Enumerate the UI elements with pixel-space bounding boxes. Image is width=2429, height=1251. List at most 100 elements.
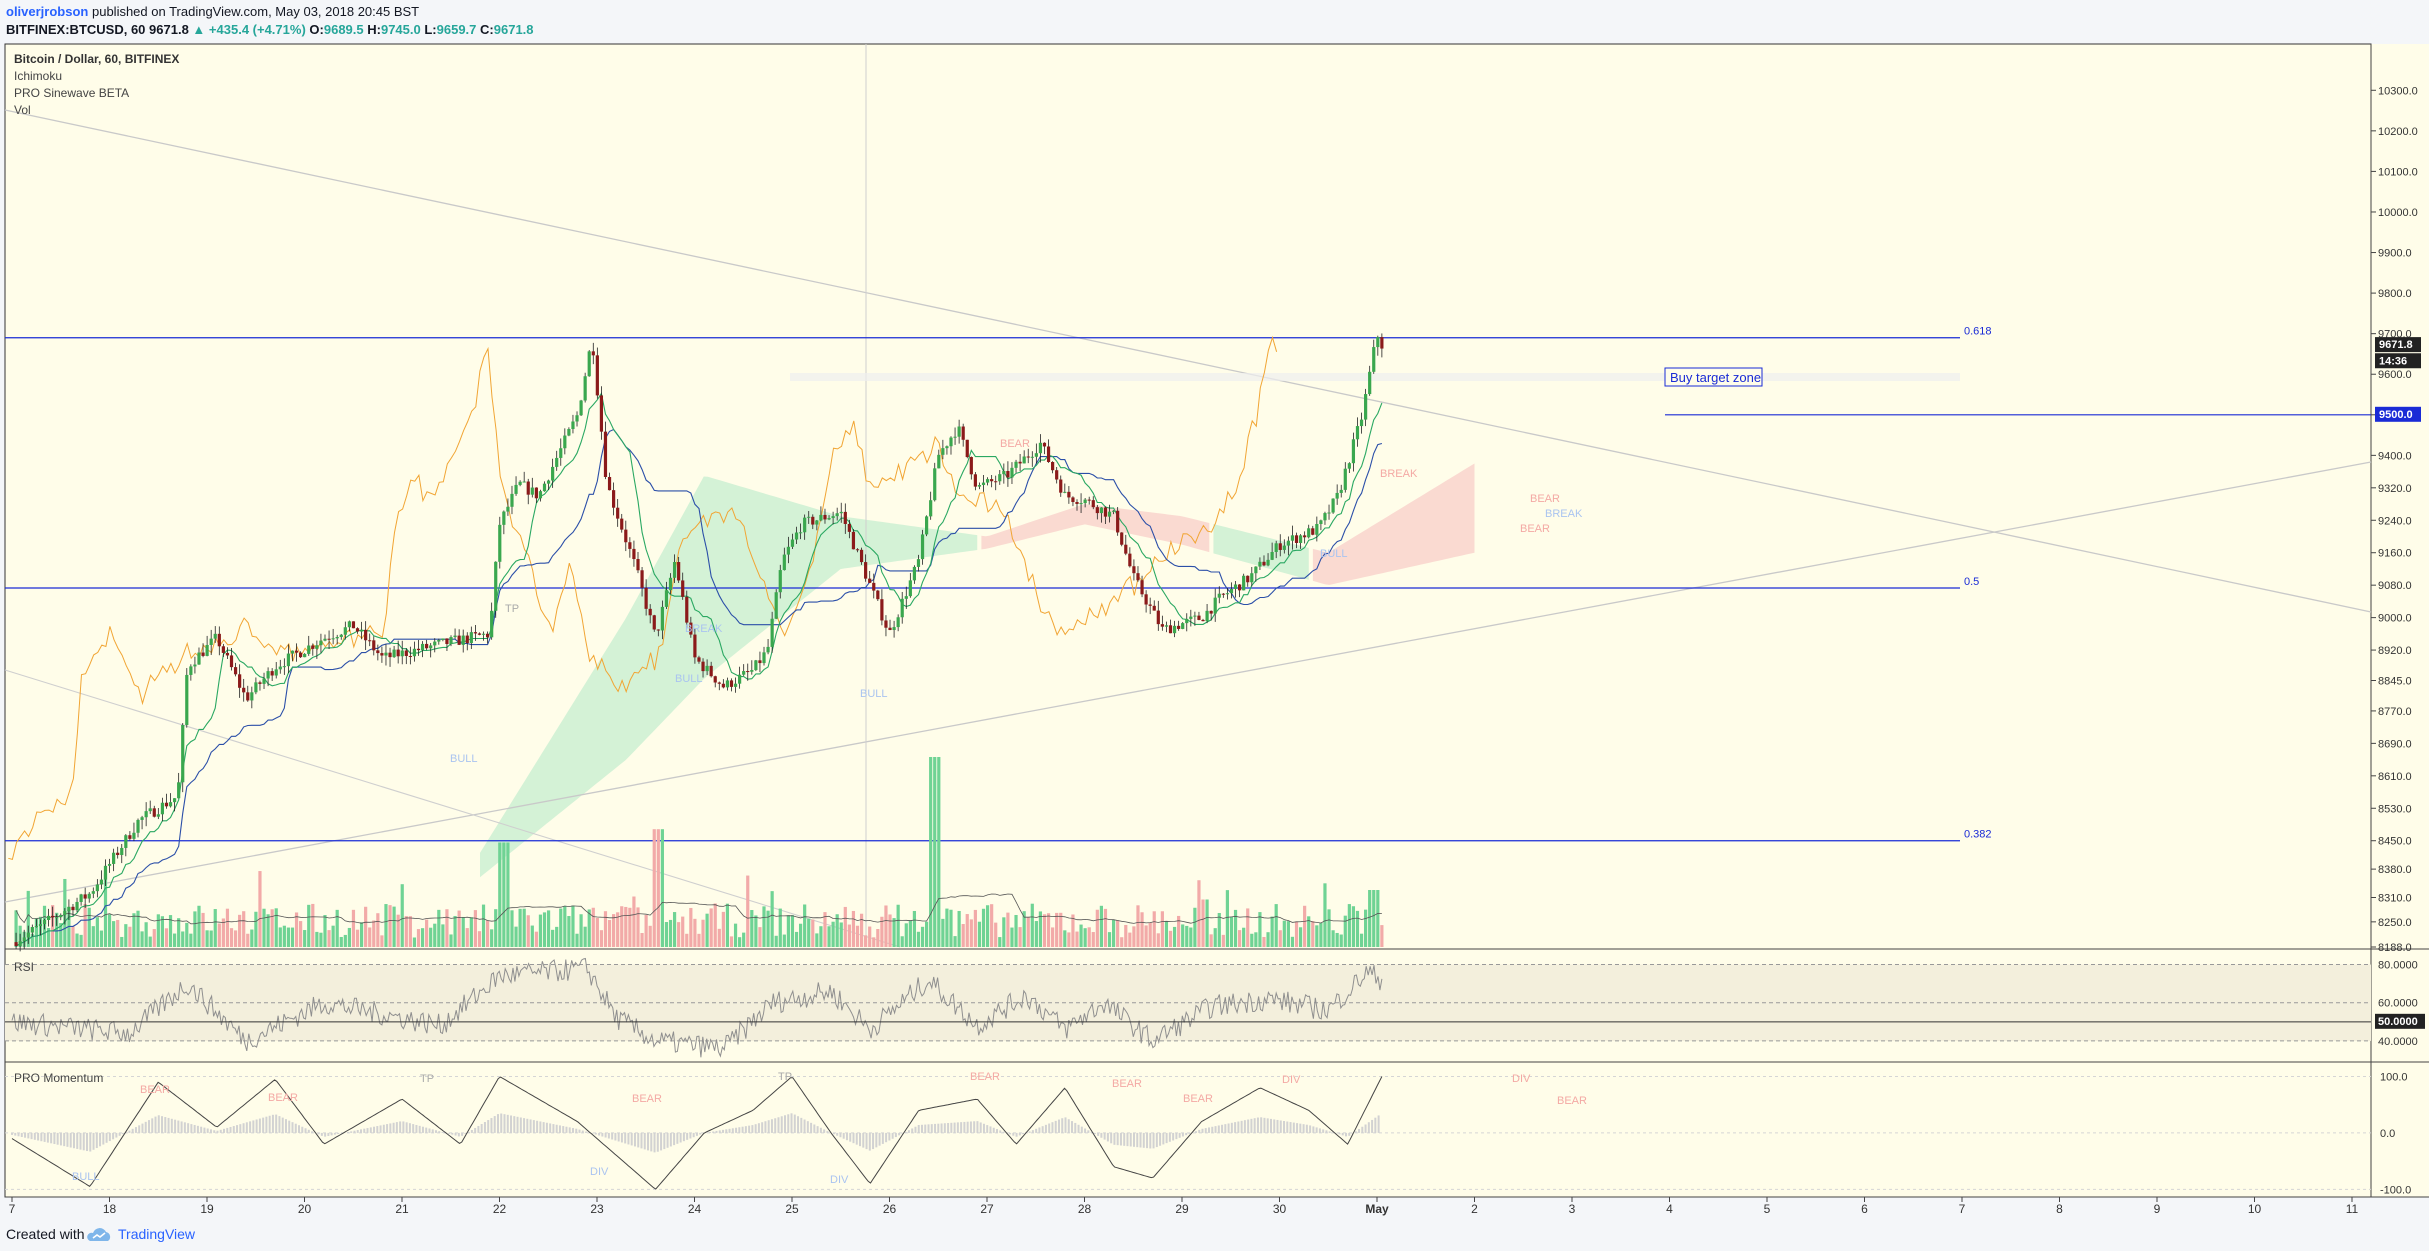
volume-bar [1238, 930, 1242, 947]
volume-bar [368, 927, 372, 947]
price-axis-background[interactable] [2371, 44, 2429, 1197]
candle-body [782, 554, 786, 571]
candle-body [99, 879, 104, 885]
volume-bar [1339, 934, 1343, 947]
volume-bar [34, 918, 38, 947]
candle-body [717, 682, 721, 684]
momentum-histogram-bar [601, 1132, 604, 1137]
candle-body [855, 549, 860, 551]
close-value: 9671.8 [493, 22, 534, 37]
volume-bar [770, 891, 774, 947]
candle-body [880, 599, 884, 621]
candle-body [294, 650, 299, 653]
momentum-title[interactable]: PRO Momentum [14, 1071, 103, 1085]
candle-body [644, 587, 648, 609]
volume-bar [872, 937, 876, 947]
momentum-histogram-bar [298, 1125, 301, 1133]
time-tick-label: 25 [785, 1202, 799, 1216]
momentum-histogram-bar [1132, 1132, 1135, 1147]
momentum-tick-label: 0.0 [2380, 1128, 2395, 1140]
volume-bar [477, 931, 482, 947]
candle-body [1201, 619, 1205, 622]
volume-bar [1083, 928, 1087, 947]
momentum-histogram-bar [239, 1124, 242, 1133]
rsi-title[interactable]: RSI [14, 960, 34, 974]
candle-body [485, 633, 490, 638]
momentum-histogram-bar [1312, 1126, 1315, 1133]
candle-body [1079, 503, 1083, 505]
volume-bar [1307, 916, 1311, 947]
time-tick-label: 7 [9, 1202, 16, 1216]
momentum-histogram-bar [392, 1122, 395, 1133]
candle-body [1067, 491, 1071, 498]
momentum-histogram-bar [1139, 1132, 1142, 1148]
momentum-histogram-bar [330, 1132, 333, 1136]
volume-bar [384, 904, 388, 947]
momentum-histogram-bar [881, 1132, 884, 1144]
buy-target-zone-box[interactable] [1664, 367, 1763, 387]
momentum-histogram-bar [405, 1122, 408, 1133]
legend-volume[interactable]: Vol [14, 103, 31, 117]
momentum-histogram-bar [141, 1123, 144, 1133]
time-axis[interactable]: 7 18 19 20 21 22 23 24 25 26 27 28 29 30 May 2 3 4 5 6 7 8 9 10… [9, 1197, 2359, 1216]
momentum-histogram-bar [780, 1116, 783, 1133]
momentum-histogram-bar [1289, 1122, 1292, 1133]
momentum-histogram-bar [268, 1115, 271, 1133]
momentum-histogram-bar [1266, 1118, 1269, 1133]
price-axis[interactable]: 10300.0 10200.0 10100.0 10000.0 9900.0 9800.0… [2371, 85, 2418, 1196]
momentum-histogram-bar [147, 1120, 150, 1133]
legend-sinewave[interactable]: PRO Sinewave BETA [14, 86, 129, 100]
volume-bar [1168, 930, 1173, 947]
candle-body [274, 669, 278, 676]
candle-body [1327, 512, 1331, 514]
candle-body [961, 426, 965, 440]
candle-body [1055, 470, 1059, 480]
momentum-histogram-bar [438, 1131, 441, 1133]
signal-label: BULL [1320, 548, 1348, 560]
volume-bar [498, 842, 502, 947]
volume-bar [103, 873, 108, 947]
momentum-histogram-bar [523, 1118, 526, 1133]
momentum-histogram-bar [842, 1132, 845, 1139]
symbol-label[interactable]: BITFINEX:BTCUSD, 60 [6, 22, 146, 37]
momentum-histogram-bar [40, 1132, 43, 1142]
volume-bar [624, 906, 628, 947]
momentum-histogram-bar [1292, 1122, 1295, 1133]
rsi-value-tag-bg [2375, 1013, 2425, 1029]
volume-bar [164, 928, 169, 947]
legend: Bitcoin / Dollar, 60, BITFINEX Ichimoku … [14, 52, 179, 117]
candle-body [254, 682, 258, 693]
volume-bar [1087, 927, 1091, 947]
momentum-histogram-bar [99, 1132, 102, 1147]
volume-bar [95, 917, 99, 947]
volume-bar [457, 910, 461, 947]
tradingview-brand[interactable]: TradingView [118, 1226, 196, 1242]
volume-bar [803, 904, 807, 947]
candle-body [538, 491, 543, 499]
tradingview-cloud-icon[interactable] [86, 1228, 112, 1242]
volume-bar [404, 916, 408, 947]
candle-body [990, 479, 994, 482]
momentum-histogram-bar [748, 1125, 751, 1133]
momentum-histogram-bar [1371, 1119, 1374, 1133]
volume-bar [294, 912, 299, 947]
legend-ichimoku[interactable]: Ichimoku [14, 69, 62, 83]
momentum-histogram-bar [1214, 1126, 1217, 1133]
volume-bar [1246, 908, 1250, 947]
volume-bar [823, 912, 827, 947]
momentum-histogram-bar [379, 1125, 382, 1133]
volume-bar [1181, 924, 1185, 947]
candle-body [107, 863, 112, 866]
candle-body [563, 435, 567, 449]
candle-body [266, 671, 270, 679]
signal-label: BULL [450, 753, 478, 765]
candle-body [1051, 462, 1055, 471]
momentum-histogram-bar [408, 1123, 411, 1133]
chart-canvas[interactable]: 0.618 0.5 0.382 BEAR BEAR BREAK BEAR BREAK BREA… [0, 42, 2429, 1217]
author-link[interactable]: oliverjrobson [6, 4, 89, 19]
momentum-histogram-bar [1279, 1120, 1282, 1133]
candle-body [559, 448, 563, 458]
volume-bar [303, 930, 307, 947]
legend-title[interactable]: Bitcoin / Dollar, 60, BITFINEX [14, 52, 179, 66]
volume-bar [364, 906, 368, 947]
